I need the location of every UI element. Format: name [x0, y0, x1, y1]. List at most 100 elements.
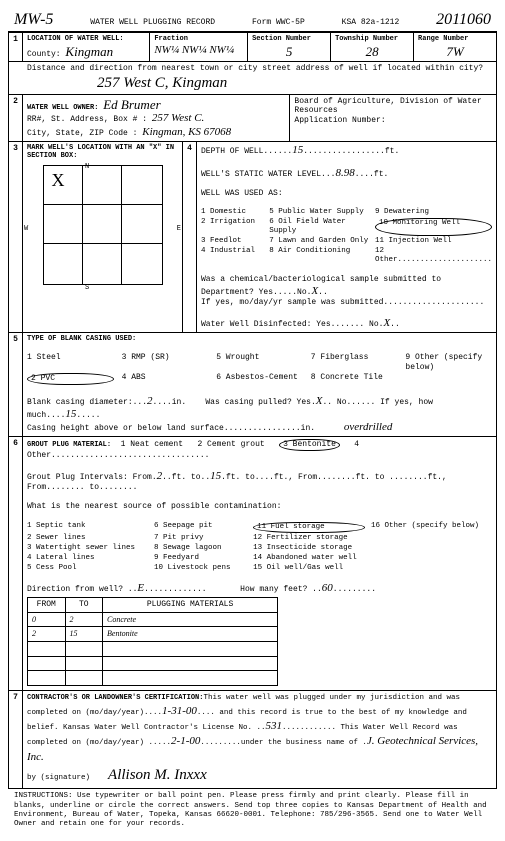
src-12: 12 Fertilizer storage: [253, 534, 365, 543]
table-row: [28, 656, 278, 671]
dir-label: Direction from well? ..: [27, 585, 137, 594]
owner-value[interactable]: Ed Brumer: [103, 97, 160, 112]
src-6: 6 Seepage pit: [154, 522, 247, 533]
casing-2-circled[interactable]: 2 PVC: [27, 373, 114, 385]
casing-label: TYPE OF BLANK CASING USED:: [27, 335, 492, 343]
src-2: 2 Sewer lines: [27, 534, 148, 543]
col-to: TO: [65, 598, 103, 613]
diam-value[interactable]: 2: [147, 395, 153, 407]
feet-label: How many feet? ..: [240, 585, 322, 594]
record-number: 2011060: [436, 10, 491, 29]
grout-2: 2 Cement grout: [197, 440, 264, 449]
casing-9: 9 Other (specify below): [405, 353, 492, 372]
owner-label: WATER WELL OWNER:: [27, 104, 98, 112]
section-4-num: 4: [183, 142, 197, 333]
loc-label: LOCATION OF WATER WELL:: [27, 35, 145, 43]
contam-label: What is the nearest source of possible c…: [27, 502, 281, 511]
use-8: 8 Air Conditioning: [269, 247, 369, 265]
chem-label: Was a chemical/bacteriological sample su…: [201, 275, 441, 297]
cert-license[interactable]: 531: [266, 720, 283, 732]
col-materials: PLUGGING MATERIALS: [103, 598, 278, 613]
compass-w: W: [24, 225, 28, 233]
signature[interactable]: Allison M. Inxxx: [108, 767, 207, 783]
township-value[interactable]: 28: [335, 44, 409, 60]
section-label: Section Number: [252, 35, 326, 43]
county-value[interactable]: Kingman: [65, 44, 113, 59]
addr-label: RR#, St. Address, Box # :: [27, 115, 147, 124]
depth-value[interactable]: 15: [292, 144, 303, 156]
grout-3-circled[interactable]: 3 Bentonite: [279, 439, 340, 451]
fraction-label: Fraction: [154, 35, 243, 43]
feet-value[interactable]: 60: [322, 582, 333, 594]
plugging-table: FROM TO PLUGGING MATERIALS 02Concrete 21…: [27, 597, 278, 686]
range-value[interactable]: 7W: [418, 44, 492, 60]
use-10-circled[interactable]: 10 Monitoring Well: [375, 218, 492, 236]
table-row: [28, 671, 278, 686]
distance-value[interactable]: 257 West C, Kingman: [97, 75, 227, 91]
src-3: 3 Watertight sewer lines: [27, 544, 148, 553]
used-label: WELL WAS USED AS:: [201, 189, 283, 198]
township-label: Township Number: [335, 35, 409, 43]
use-12: 12 Other.....................: [375, 247, 492, 265]
height-note[interactable]: overdrilled: [344, 421, 392, 433]
x-mark: X: [52, 170, 65, 192]
table-row: [28, 642, 278, 657]
use-7: 7 Lawn and Garden Only: [269, 237, 369, 246]
pulled-answer[interactable]: X: [316, 395, 323, 407]
diam-label: Blank casing diameter:: [27, 398, 133, 407]
form-title: WATER WELL PLUGGING RECORD: [90, 18, 215, 28]
use-9: 9 Dewatering: [375, 208, 492, 217]
section-2-num: 2: [9, 95, 23, 141]
appno-label: Application Number:: [294, 116, 385, 125]
col-from: FROM: [28, 598, 66, 613]
city-label: City, State, ZIP Code :: [27, 129, 137, 138]
use-11: 11 Injection Well: [375, 237, 492, 246]
grout-1: 1 Neat cement: [121, 440, 183, 449]
src-7: 7 Pit privy: [154, 534, 247, 543]
pulled-label: Was casing pulled? Yes.: [205, 398, 315, 407]
static-value[interactable]: 8.98: [335, 167, 354, 179]
use-4: 4 Industrial: [201, 247, 263, 265]
cert-date2[interactable]: 2-1-00: [171, 735, 200, 747]
table-row: 02Concrete: [28, 612, 278, 627]
range-label: Range Number: [418, 35, 492, 43]
section-box-grid[interactable]: X: [43, 165, 163, 285]
static-label: WELL'S STATIC WATER LEVEL: [201, 170, 321, 179]
src-16: 16 Other (specify below): [371, 522, 492, 533]
src-14: 14 Abandoned water well: [253, 554, 365, 563]
instructions: INSTRUCTIONS: Use typewriter or ball poi…: [8, 789, 497, 833]
dir-value[interactable]: E: [137, 582, 144, 594]
addr-value[interactable]: 257 West C.: [152, 112, 204, 124]
height-label: Casing height above or below land surfac…: [27, 424, 315, 433]
chem-sub: If yes, mo/day/yr sample was submitted..…: [201, 298, 484, 307]
use-5: 5 Public Water Supply: [269, 208, 369, 217]
compass-s: S: [85, 284, 89, 292]
ksa: KSA 82a-1212: [342, 18, 400, 28]
city-value[interactable]: Kingman, KS 67068: [142, 126, 231, 138]
disinfect-label: Water Well Disinfected: Yes....... No.: [201, 320, 383, 329]
county-label: County:: [27, 50, 61, 59]
depth-label: DEPTH OF WELL: [201, 147, 263, 156]
howmuch-value[interactable]: 15: [65, 408, 76, 420]
cert-label: CONTRACTOR'S OR LANDOWNER'S CERTIFICATIO…: [27, 694, 203, 702]
src-11-circled[interactable]: 11 Fuel storage: [253, 522, 365, 533]
chem-answer[interactable]: X: [311, 285, 318, 297]
mark-label: MARK WELL'S LOCATION WITH AN "X" IN SECT…: [27, 144, 178, 161]
grout-label: GROUT PLUG MATERIAL:: [27, 441, 111, 449]
board-label: Board of Agriculture, Division of Water …: [294, 97, 481, 116]
section-3-num: 3: [9, 142, 23, 333]
cert-date1[interactable]: 1-31-00: [162, 705, 197, 717]
section-6-num: 6: [9, 437, 23, 690]
src-13: 13 Insecticide storage: [253, 544, 365, 553]
section-1-num: 1: [9, 33, 23, 61]
use-3: 3 Feedlot: [201, 237, 263, 246]
interval-to1[interactable]: 15: [210, 470, 221, 482]
casing-3: 3 RMP (SR): [122, 353, 209, 372]
disinfect-answer[interactable]: X: [383, 317, 390, 329]
table-row: 215Bentonite: [28, 627, 278, 642]
interval-from1[interactable]: 2: [157, 470, 163, 482]
section-value[interactable]: 5: [252, 44, 326, 60]
use-2: 2 Irrigation: [201, 218, 263, 236]
casing-8: 8 Concrete Tile: [311, 373, 398, 385]
fraction-value[interactable]: NW¼ NW¼ NW¼: [154, 44, 234, 56]
